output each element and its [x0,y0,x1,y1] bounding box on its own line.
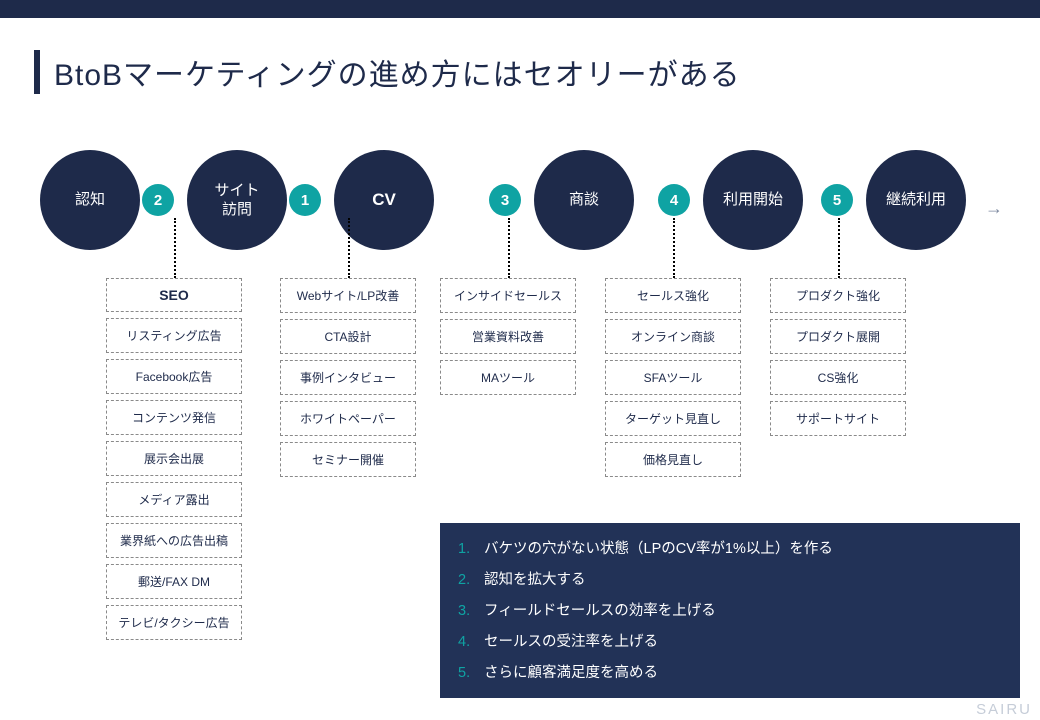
priority-badge-5: 5 [821,184,853,216]
step-5: 5.さらに顧客満足度を高める [458,661,1002,682]
priority-badge-2: 2 [142,184,174,216]
priority-badge-4: 4 [658,184,690,216]
tactic-item: ホワイトペーパー [280,401,416,436]
tactic-item: テレビ/タクシー広告 [106,605,242,640]
tactic-item: プロダクト強化 [770,278,906,313]
stage-0: 認知 [40,150,140,250]
title-accent-bar [34,50,40,94]
tactic-item: Webサイト/LP改善 [280,278,416,313]
step-number: 2. [458,572,484,588]
tactic-item: メディア露出 [106,482,242,517]
tactic-item: 業界紙への広告出稿 [106,523,242,558]
tactic-item: 営業資料改善 [440,319,576,354]
tactic-item: 価格見直し [605,442,741,477]
steps-box: 1.バケツの穴がない状態（LPのCV率が1%以上）を作る2.認知を拡大する3.フ… [440,523,1020,698]
stage-3: 商談 [534,150,634,250]
step-text: さらに顧客満足度を高める [484,661,658,682]
tactic-item: プロダクト展開 [770,319,906,354]
step-3: 3.フィールドセールスの効率を上げる [458,599,1002,620]
tactic-item: ターゲット見直し [605,401,741,436]
step-text: セールスの受注率を上げる [484,630,658,651]
step-text: フィールドセールスの効率を上げる [484,599,716,620]
column-4: プロダクト強化プロダクト展開 CS強化サポートサイト [770,278,906,442]
tactic-item: インサイドセールス [440,278,576,313]
tactic-item: CTA設計 [280,319,416,354]
step-1: 1.バケツの穴がない状態（LPのCV率が1%以上）を作る [458,537,1002,558]
tactic-item: 展示会出展 [106,441,242,476]
step-number: 3. [458,603,484,619]
column-2: インサイドセールス営業資料改善 MAツール [440,278,576,401]
arrow-icon: → [985,198,1003,219]
step-number: 1. [458,541,484,557]
flow-row: 認知サイト訪問CV商談利用開始継続利用21345→ [0,150,1040,270]
tactic-item: リスティング広告 [106,318,242,353]
tactic-item: サポートサイト [770,401,906,436]
steps-list: 1.バケツの穴がない状態（LPのCV率が1%以上）を作る2.認知を拡大する3.フ… [458,537,1002,682]
step-number: 5. [458,665,484,681]
title-row: BtoBマーケティングの進め方にはセオリーがある [34,50,1040,94]
column-3: セールス強化オンライン商談 SFAツールターゲット見直し価格見直し [605,278,741,483]
tactic-item: セミナー開催 [280,442,416,477]
tactic-item: SFAツール [605,360,741,395]
step-text: バケツの穴がない状態（LPのCV率が1%以上）を作る [484,537,833,558]
tactic-item: セールス強化 [605,278,741,313]
top-bar [0,0,1040,18]
priority-badge-3: 3 [489,184,521,216]
column-1: Webサイト/LP改善 CTA設計事例インタビューホワイトペーパーセミナー開催 [280,278,416,483]
tactic-item: SEO [106,278,242,312]
tactic-item: CS強化 [770,360,906,395]
tactic-item: 郵送/FAX DM [106,564,242,599]
stage-4: 利用開始 [703,150,803,250]
step-text: 認知を拡大する [484,568,586,589]
tactic-item: コンテンツ発信 [106,400,242,435]
stage-1: サイト訪問 [187,150,287,250]
step-2: 2.認知を拡大する [458,568,1002,589]
tactic-item: Facebook広告 [106,359,242,394]
tactic-item: MAツール [440,360,576,395]
step-4: 4.セールスの受注率を上げる [458,630,1002,651]
tactic-item: オンライン商談 [605,319,741,354]
watermark: SAIRU [976,701,1032,718]
step-number: 4. [458,634,484,650]
page-title: BtoBマーケティングの進め方にはセオリーがある [54,50,741,94]
tactic-item: 事例インタビュー [280,360,416,395]
stage-5: 継続利用 [866,150,966,250]
column-0: SEO リスティング広告 Facebook広告コンテンツ発信展示会出展メディア露出業… [106,278,242,646]
priority-badge-1: 1 [289,184,321,216]
